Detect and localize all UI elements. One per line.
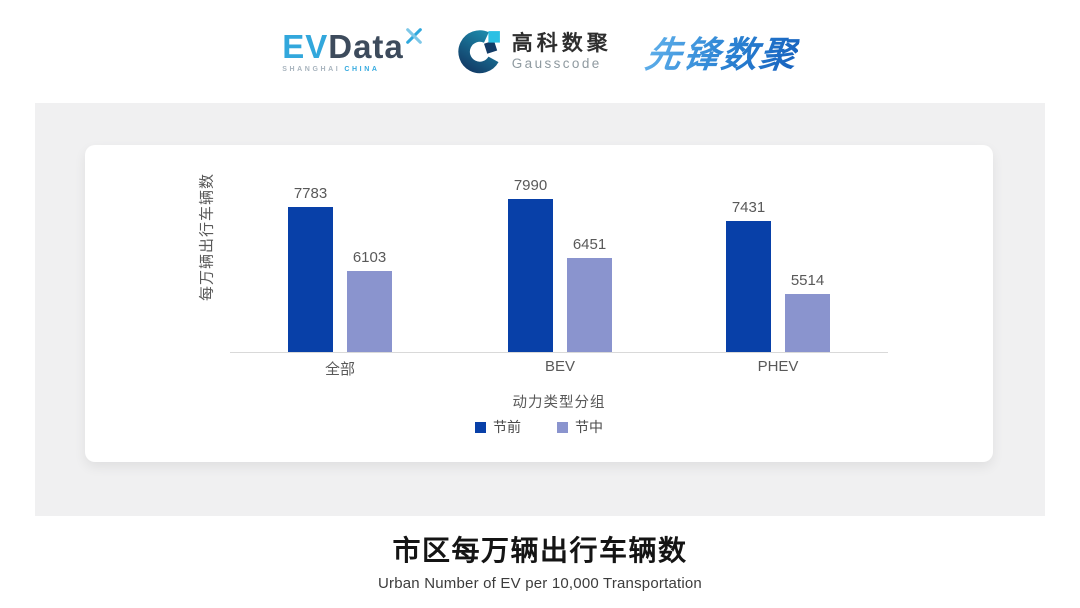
evdata-wordmark: EVData (282, 28, 422, 65)
bar-value-label: 7990 (513, 177, 548, 194)
bar (726, 221, 771, 352)
legend: 节前 节中 (85, 417, 993, 437)
legend-label: 节前 (493, 419, 521, 435)
evdata-ev-text: EV (282, 28, 329, 65)
legend-swatch-icon (475, 421, 486, 433)
logo-header: EVData SHANGHAI CHINA (0, 0, 1080, 103)
bar (785, 294, 830, 352)
chart-card: 每万辆出行车辆数 动力类型分组 节前 节中 全部 7783 6103 BEV 7990 64… (85, 145, 993, 462)
gausscode-logo: 高科数聚 Gausscode (456, 29, 612, 75)
y-axis-label: 每万辆出行车辆数 (198, 172, 216, 302)
evdata-x-mark-icon (405, 28, 422, 44)
evdata-shanghai-text: SHANGHAI (282, 66, 341, 73)
chart-title: 市区每万辆出行车辆数 (392, 535, 688, 566)
bar (288, 207, 333, 352)
bar (508, 199, 553, 352)
legend-swatch-icon (557, 421, 568, 433)
x-axis-line (230, 352, 888, 353)
bar-value-label: 7431 (731, 199, 766, 216)
bar-value-label: 7783 (293, 185, 328, 202)
bar-value-label: 6451 (572, 236, 607, 253)
gausscode-chinese-text: 高科数聚 (511, 31, 612, 55)
category-label: BEV (544, 358, 575, 375)
gausscode-wordmark: 高科数聚 Gausscode (512, 32, 612, 71)
xianfeng-shuju-logo: 先锋数聚 (642, 26, 801, 78)
category-label: PHEV (757, 358, 799, 375)
evdata-tagline: SHANGHAI CHINA (282, 66, 422, 73)
x-axis-title: 动力类型分组 (512, 395, 606, 411)
footer-title-block: 市区每万辆出行车辆数 Urban Number of EV per 10,000… (0, 529, 1080, 592)
bar (567, 258, 612, 352)
bar (347, 271, 392, 352)
legend-label: 节中 (575, 419, 603, 435)
evdata-logo: EVData SHANGHAI CHINA (282, 28, 422, 73)
legend-item: 节前 (475, 417, 521, 437)
bar-value-label: 6103 (352, 249, 387, 266)
evdata-china-text: CHINA (344, 66, 380, 73)
chart-subtitle: Urban Number of EV per 10,000 Transporta… (378, 575, 702, 592)
evdata-data-text: Data (328, 28, 404, 65)
gausscode-english-text: Gausscode (511, 56, 602, 72)
legend-item: 节中 (557, 417, 603, 437)
gausscode-g-icon (458, 29, 500, 73)
category-label: 全部 (324, 361, 355, 378)
bar-value-label: 5514 (790, 272, 825, 289)
